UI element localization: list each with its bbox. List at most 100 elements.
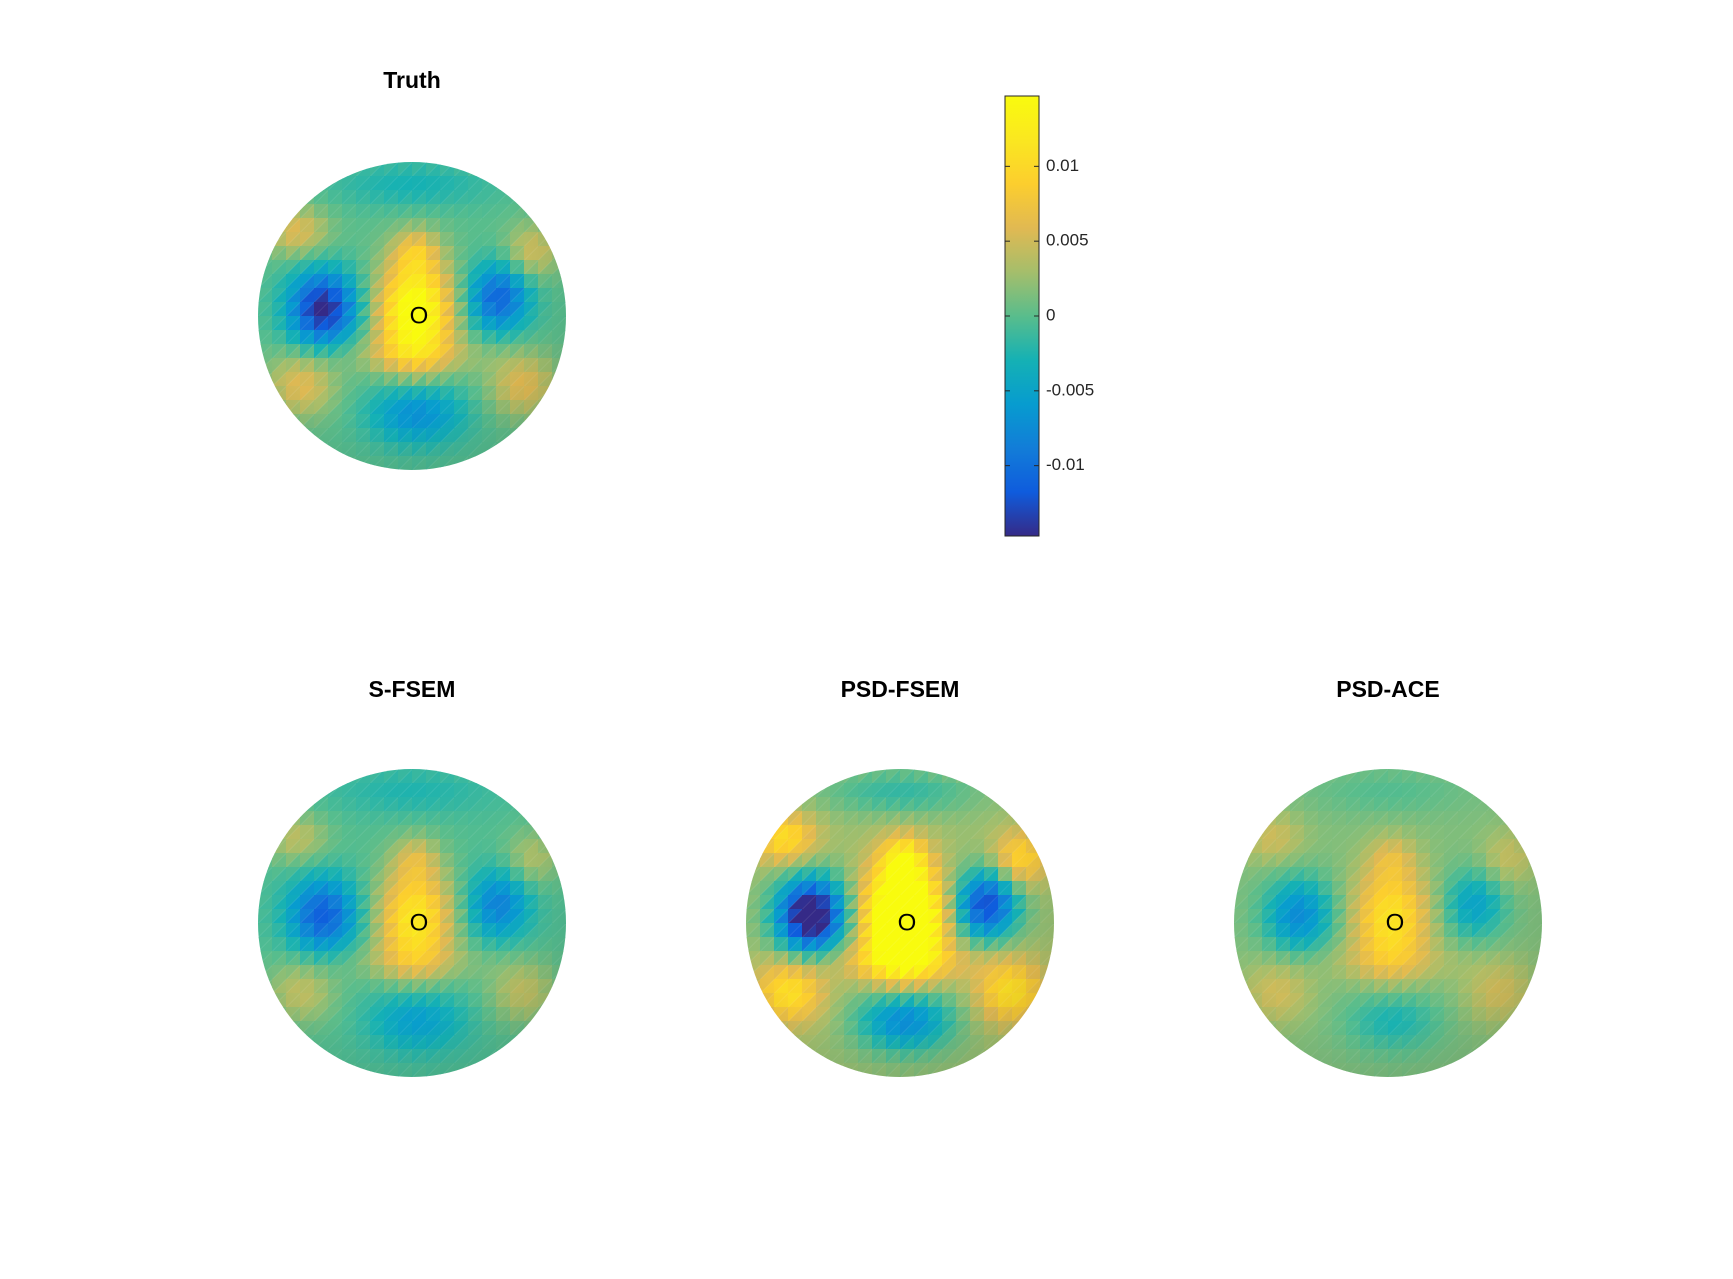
- mesh-facet: [970, 769, 985, 784]
- mesh-facet: [538, 825, 553, 840]
- sphere-shading: [746, 769, 1054, 1077]
- mesh-facet: [328, 162, 343, 177]
- mesh-facet: [482, 1063, 497, 1077]
- sphere-shading: [258, 162, 566, 470]
- source-marker: O: [898, 909, 917, 936]
- mesh-facet: [1458, 1063, 1473, 1077]
- mesh-facet: [1234, 839, 1249, 854]
- mesh-facet: [482, 162, 497, 177]
- mesh-facet: [496, 1049, 511, 1064]
- mesh-facet: [1514, 825, 1529, 840]
- mesh-facet: [258, 232, 273, 247]
- mesh-facet: [970, 1063, 985, 1077]
- mesh-facet: [1040, 839, 1054, 854]
- mesh-facet: [258, 993, 273, 1008]
- mesh-facet: [746, 993, 761, 1008]
- mesh-facet: [984, 1049, 999, 1064]
- mesh-facet: [552, 993, 566, 1008]
- mesh-facet: [538, 218, 553, 233]
- colorbar-tick-label: 0.005: [1046, 231, 1089, 250]
- panel-title: Truth: [383, 67, 441, 93]
- mesh-facet: [1026, 825, 1041, 840]
- mesh-facet: [802, 1049, 817, 1064]
- mesh-facet: [1304, 769, 1319, 784]
- mesh-facet: [1514, 1007, 1529, 1022]
- mesh-facet: [482, 769, 497, 784]
- mesh-facet: [258, 993, 273, 1008]
- mesh-facet: [746, 839, 761, 854]
- sphere-shading: [258, 769, 566, 1077]
- mesh-facet: [816, 769, 831, 784]
- mesh-facet: [1304, 1063, 1319, 1077]
- mesh-facet: [482, 1063, 497, 1077]
- colorbar-tick-label: -0.01: [1046, 455, 1085, 474]
- colorbar-tick-label: 0: [1046, 305, 1055, 324]
- mesh-facet: [970, 1063, 985, 1077]
- mesh-facet: [328, 1063, 343, 1077]
- mesh-facet: [314, 1049, 329, 1064]
- mesh-facet: [482, 456, 497, 470]
- mesh-facet: [816, 1063, 831, 1077]
- mesh-facet: [328, 769, 343, 784]
- panel-truth: Truth O: [258, 67, 566, 470]
- mesh-facet: [258, 839, 273, 854]
- mesh-facet: [258, 386, 273, 401]
- panel-title: S-FSEM: [369, 676, 456, 702]
- panel-title: PSD-FSEM: [841, 676, 960, 702]
- mesh-facet: [552, 839, 566, 854]
- mesh-facet: [328, 456, 343, 470]
- mesh-facet: [1514, 1007, 1529, 1022]
- mesh-facet: [552, 232, 566, 247]
- mesh-facet: [1528, 839, 1542, 854]
- mesh-facet: [552, 993, 566, 1008]
- mesh-facet: [538, 400, 553, 415]
- mesh-facet: [1514, 825, 1529, 840]
- mesh-facet: [496, 442, 511, 457]
- colorbar-ticks: 0.01 0.005 0 -0.005 -0.01: [1005, 156, 1094, 474]
- mesh-facet: [1290, 1049, 1305, 1064]
- mesh-facet: [538, 218, 553, 233]
- colorbar-gradient: [1004, 95, 1040, 537]
- mesh-facet: [328, 1063, 343, 1077]
- mesh-facet: [816, 769, 831, 784]
- mesh-facet: [1040, 839, 1054, 854]
- mesh-facet: [552, 839, 566, 854]
- mesh-facet: [746, 993, 761, 1008]
- mesh-facet: [482, 769, 497, 784]
- colorbar: 0.01 0.005 0 -0.005 -0.01: [1004, 95, 1094, 537]
- mesh-facet: [1026, 825, 1041, 840]
- mesh-facet: [816, 1063, 831, 1077]
- mesh-facet: [314, 442, 329, 457]
- mesh-facet: [1528, 993, 1542, 1008]
- mesh-facet: [552, 386, 566, 401]
- mesh-facet: [552, 386, 566, 401]
- mesh-facet: [328, 456, 343, 470]
- mesh-facet: [802, 1049, 817, 1064]
- mesh-facet: [258, 386, 273, 401]
- mesh-facet: [1040, 993, 1054, 1008]
- source-marker: O: [410, 302, 429, 329]
- panel-s-fsem: S-FSEM O: [258, 676, 566, 1077]
- colorbar-tick-label: -0.005: [1046, 380, 1094, 399]
- mesh-facet: [552, 232, 566, 247]
- mesh-facet: [1304, 769, 1319, 784]
- mesh-facet: [538, 400, 553, 415]
- mesh-facet: [1304, 1063, 1319, 1077]
- mesh-facet: [1472, 1049, 1487, 1064]
- mesh-facet: [328, 162, 343, 177]
- panel-title: PSD-ACE: [1336, 676, 1440, 702]
- mesh-facet: [1234, 993, 1249, 1008]
- mesh-facet: [1458, 1063, 1473, 1077]
- panel-psd-ace: PSD-ACE O: [1234, 676, 1542, 1077]
- mesh-facet: [538, 1007, 553, 1022]
- mesh-facet: [538, 1007, 553, 1022]
- mesh-facet: [314, 1049, 329, 1064]
- mesh-facet: [1040, 993, 1054, 1008]
- panel-psd-fsem: PSD-FSEM O: [746, 676, 1054, 1077]
- mesh-facet: [482, 456, 497, 470]
- mesh-facet: [1026, 1007, 1041, 1022]
- mesh-facet: [1290, 1049, 1305, 1064]
- mesh-facet: [258, 232, 273, 247]
- mesh-facet: [496, 442, 511, 457]
- mesh-facet: [746, 839, 761, 854]
